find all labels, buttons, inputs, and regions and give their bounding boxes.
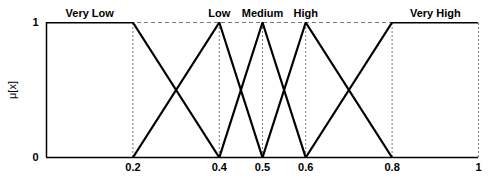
svg-text:0: 0: [32, 151, 38, 163]
svg-text:Very High: Very High: [410, 7, 461, 19]
svg-text:1: 1: [475, 161, 481, 173]
svg-text:High: High: [293, 7, 318, 19]
svg-text:Very Low: Very Low: [66, 7, 115, 19]
svg-text:0.6: 0.6: [298, 161, 313, 173]
svg-text:Low: Low: [208, 7, 230, 19]
svg-text:0.4: 0.4: [212, 161, 228, 173]
svg-text:Medium: Medium: [242, 7, 284, 19]
svg-text:μ[x]: μ[x]: [6, 81, 18, 99]
svg-text:0.2: 0.2: [125, 161, 140, 173]
svg-text:0.5: 0.5: [255, 161, 270, 173]
svg-text:1: 1: [32, 16, 38, 28]
svg-text:0.8: 0.8: [384, 161, 399, 173]
